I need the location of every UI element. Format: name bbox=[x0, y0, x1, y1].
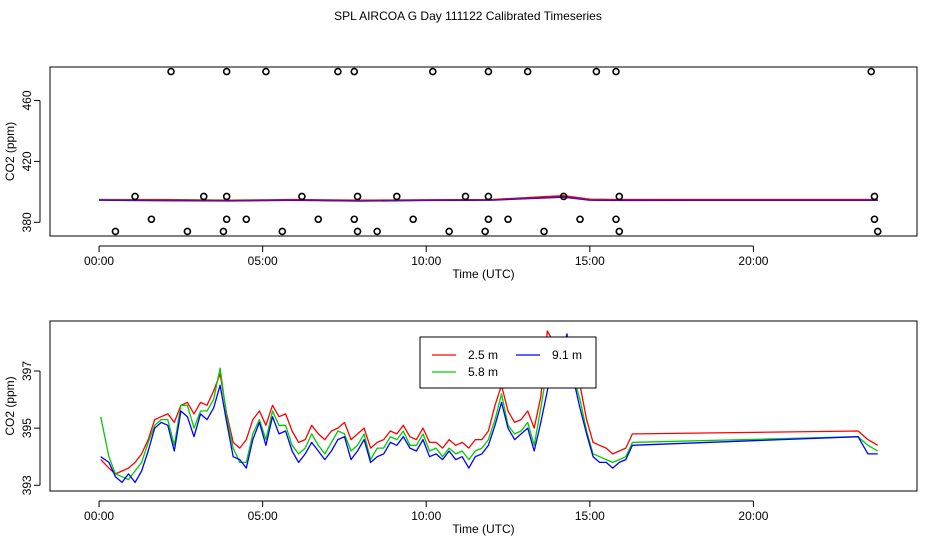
bottom-y-axis-label: CO2 (ppm) bbox=[3, 376, 17, 435]
bottom-x-tick-label: 00:00 bbox=[84, 509, 114, 523]
top-point bbox=[523, 67, 532, 76]
top-point bbox=[504, 215, 512, 224]
top-point bbox=[612, 67, 620, 76]
bottom-x-tick-label: 15:00 bbox=[575, 509, 605, 523]
page-title: SPL AIRCOA G Day 111122 Calibrated Times… bbox=[334, 9, 602, 23]
top-point bbox=[873, 227, 882, 236]
top-series-mean bbox=[99, 196, 878, 202]
bottom-panel-line-chart: 00:00 05:00 10:00 15:00 20:00 Time (UTC) 393 39… bbox=[3, 320, 918, 536]
top-point bbox=[615, 227, 624, 236]
top-point bbox=[481, 227, 489, 236]
top-point bbox=[373, 227, 381, 236]
legend-label: 9.1 m bbox=[552, 348, 582, 362]
top-point bbox=[612, 215, 620, 224]
top-point bbox=[540, 227, 548, 236]
top-x-tick-label: 05:00 bbox=[248, 254, 278, 268]
bottom-x-tick-label: 20:00 bbox=[738, 509, 768, 523]
legend-label: 2.5 m bbox=[468, 348, 498, 362]
top-point bbox=[242, 215, 251, 224]
bottom-y-tick-label: 395 bbox=[20, 418, 34, 438]
top-point bbox=[131, 192, 139, 201]
top-point bbox=[445, 227, 453, 236]
top-point bbox=[350, 67, 359, 76]
bottom-y-tick-label: 393 bbox=[20, 475, 34, 495]
bottom-plot-frame bbox=[49, 320, 918, 492]
top-plot-frame bbox=[49, 66, 918, 237]
top-point bbox=[199, 192, 208, 201]
top-point bbox=[222, 215, 231, 224]
bottom-x-tick-label: 10:00 bbox=[411, 509, 441, 523]
top-point bbox=[262, 67, 270, 76]
top-x-tick-label: 10:00 bbox=[411, 254, 441, 268]
bottom-x-tick-label: 05:00 bbox=[248, 509, 278, 523]
top-point bbox=[870, 215, 879, 224]
top-y-tick-label: 460 bbox=[20, 90, 34, 110]
top-plot-area bbox=[99, 67, 882, 236]
top-point bbox=[461, 192, 470, 201]
bottom-x-axis-label: Time (UTC) bbox=[452, 522, 514, 536]
top-x-tick-label: 20:00 bbox=[738, 254, 768, 268]
top-point bbox=[183, 227, 192, 236]
top-point bbox=[484, 215, 493, 224]
legend: 2.5 m 9.1 m 5.8 m bbox=[419, 336, 597, 389]
top-point bbox=[314, 215, 323, 224]
top-point bbox=[576, 215, 584, 224]
top-point bbox=[592, 67, 601, 76]
top-point bbox=[484, 192, 493, 201]
top-point bbox=[334, 67, 342, 76]
top-y-tick-label: 420 bbox=[20, 151, 34, 171]
top-point bbox=[559, 192, 568, 201]
top-point bbox=[428, 67, 437, 76]
top-point bbox=[222, 67, 231, 76]
top-point bbox=[484, 67, 493, 76]
top-panel-scatter-chart: 00:00 05:00 10:00 15:00 20:00 Time (UTC) 380 42… bbox=[3, 66, 918, 281]
top-point bbox=[353, 192, 362, 201]
top-point bbox=[111, 227, 120, 236]
legend-box bbox=[419, 336, 597, 389]
top-point bbox=[392, 192, 401, 201]
top-point bbox=[147, 215, 156, 224]
top-x-axis-label: Time (UTC) bbox=[452, 267, 514, 281]
legend-label: 5.8 m bbox=[468, 365, 498, 379]
top-x-tick-label: 00:00 bbox=[84, 254, 114, 268]
top-point bbox=[219, 227, 228, 236]
top-y-tick-label: 380 bbox=[20, 212, 34, 232]
top-point bbox=[222, 192, 231, 201]
top-point bbox=[298, 192, 306, 201]
top-point bbox=[278, 227, 287, 236]
top-point bbox=[409, 215, 417, 224]
bottom-y-tick-label: 397 bbox=[20, 361, 34, 381]
top-point bbox=[870, 192, 879, 201]
top-point bbox=[867, 67, 875, 76]
top-point bbox=[167, 67, 175, 76]
top-point bbox=[350, 215, 359, 224]
top-point bbox=[615, 192, 624, 201]
top-point bbox=[353, 227, 362, 236]
top-x-tick-label: 15:00 bbox=[575, 254, 605, 268]
top-y-axis-label: CO2 (ppm) bbox=[3, 122, 17, 181]
